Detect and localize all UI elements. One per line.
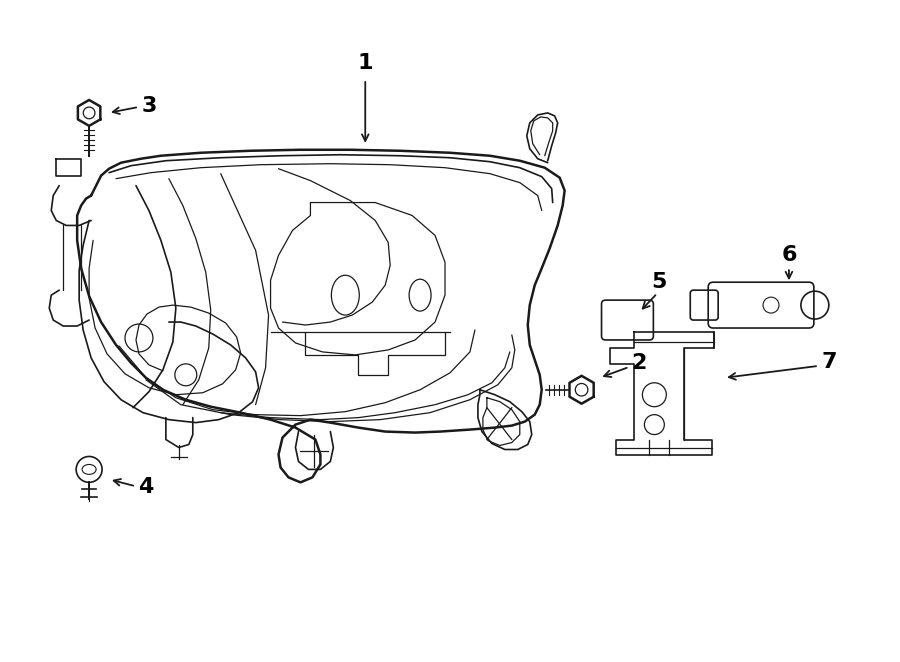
Text: 5: 5	[652, 272, 667, 292]
Text: 6: 6	[781, 246, 797, 265]
Text: 4: 4	[139, 477, 154, 497]
Text: 1: 1	[357, 53, 373, 73]
Text: 2: 2	[632, 353, 647, 373]
Text: 3: 3	[141, 96, 157, 116]
Text: 7: 7	[821, 352, 837, 372]
